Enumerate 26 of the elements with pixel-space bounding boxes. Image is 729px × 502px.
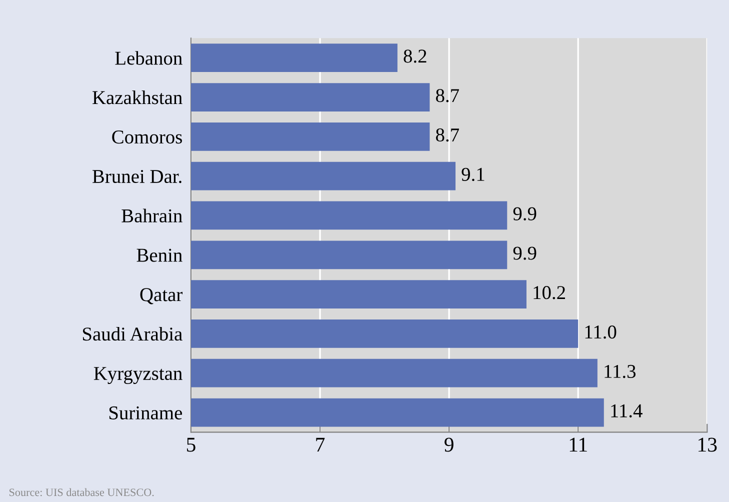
y-tick-label: Comoros xyxy=(112,130,182,144)
data-label: 9.9 xyxy=(513,207,536,220)
data-label: 8.7 xyxy=(436,89,460,102)
y-tick-label: Saudi Arabia xyxy=(82,326,182,341)
y-tick-label: Kyrgyzstan xyxy=(94,367,182,384)
y-tick-label: Lebanon xyxy=(115,51,182,65)
x-tick-label: 13 xyxy=(698,438,717,452)
source-note: Source: UIS database UNESCO. xyxy=(9,488,154,496)
y-tick-label: Benin xyxy=(136,248,182,262)
data-label: 11.3 xyxy=(604,364,636,378)
data-label: 9.1 xyxy=(462,168,484,182)
y-tick-label: Kazakhstan xyxy=(92,90,182,104)
data-label: 10.2 xyxy=(534,286,565,300)
x-tick-label: 7 xyxy=(316,438,325,452)
data-label: 9.9 xyxy=(513,246,536,260)
x-tick-label: 11 xyxy=(570,438,587,452)
y-tick-label: Suriname xyxy=(109,406,182,420)
x-tick-label: 5 xyxy=(187,438,196,452)
data-label: 11.4 xyxy=(611,404,642,418)
data-label: 11.0 xyxy=(585,325,616,339)
x-tick-label: 9 xyxy=(444,438,454,452)
y-tick-label: Qatar xyxy=(140,288,182,304)
data-label: 8.7 xyxy=(436,128,460,142)
y-tick-label: Bahrain xyxy=(122,208,182,222)
y-tick-label: Brunei Dar. xyxy=(92,170,182,184)
data-label: 8.2 xyxy=(404,50,426,63)
